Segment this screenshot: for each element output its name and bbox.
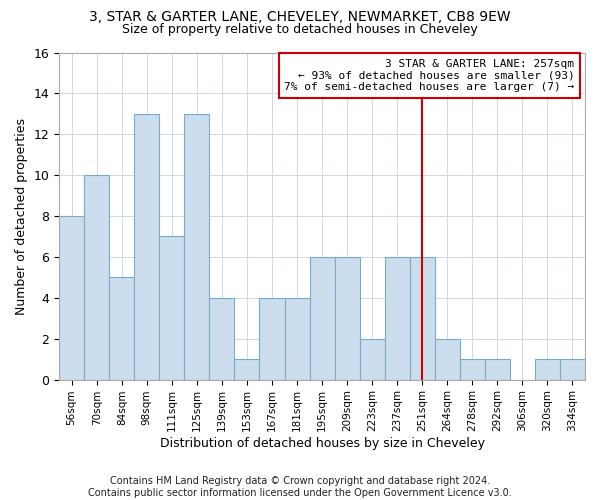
Bar — [410, 257, 435, 380]
Text: 3 STAR & GARTER LANE: 257sqm
← 93% of detached houses are smaller (93)
7% of sem: 3 STAR & GARTER LANE: 257sqm ← 93% of de… — [284, 59, 574, 92]
Text: Contains HM Land Registry data © Crown copyright and database right 2024.
Contai: Contains HM Land Registry data © Crown c… — [88, 476, 512, 498]
Bar — [284, 298, 310, 380]
Bar — [359, 338, 385, 380]
Bar — [310, 257, 335, 380]
Bar — [460, 359, 485, 380]
Bar — [259, 298, 284, 380]
Bar — [485, 359, 510, 380]
Text: Size of property relative to detached houses in Cheveley: Size of property relative to detached ho… — [122, 22, 478, 36]
Bar — [435, 338, 460, 380]
Bar — [385, 257, 410, 380]
Bar — [109, 278, 134, 380]
Bar — [209, 298, 235, 380]
Y-axis label: Number of detached properties: Number of detached properties — [15, 118, 28, 314]
Bar — [335, 257, 359, 380]
Bar — [134, 114, 160, 380]
Bar — [560, 359, 585, 380]
X-axis label: Distribution of detached houses by size in Cheveley: Distribution of detached houses by size … — [160, 437, 485, 450]
Bar — [184, 114, 209, 380]
Text: 3, STAR & GARTER LANE, CHEVELEY, NEWMARKET, CB8 9EW: 3, STAR & GARTER LANE, CHEVELEY, NEWMARK… — [89, 10, 511, 24]
Bar — [535, 359, 560, 380]
Bar — [59, 216, 84, 380]
Bar — [235, 359, 259, 380]
Bar — [84, 175, 109, 380]
Bar — [160, 236, 184, 380]
